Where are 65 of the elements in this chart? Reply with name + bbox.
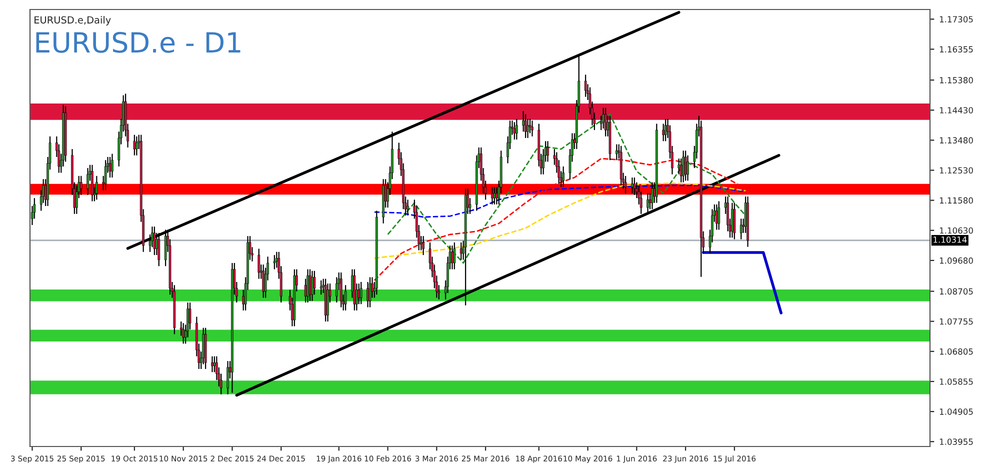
y-tick-label: 1.03955 — [940, 438, 973, 445]
candlestick — [406, 199, 409, 216]
y-tick-label: 1.14430 — [940, 107, 973, 114]
candlestick — [526, 118, 529, 139]
y-tick-label: 1.12530 — [940, 167, 973, 174]
y-tick-label: 1.15380 — [940, 77, 973, 84]
y-tick-label: 1.09680 — [940, 257, 973, 264]
candlestick — [95, 175, 98, 200]
candlestick — [546, 140, 549, 162]
y-tick-label: 1.17305 — [940, 16, 973, 22]
candlestick — [80, 175, 82, 196]
candlestick — [133, 134, 136, 156]
candlestick — [686, 154, 689, 182]
y-tick-label: 1.08705 — [940, 288, 973, 295]
candlestick — [662, 123, 665, 142]
y-tick-label: 1.13480 — [940, 137, 973, 144]
candlestick — [311, 270, 314, 302]
candlestick — [422, 236, 425, 256]
candlestick — [615, 144, 618, 161]
candlestick — [604, 107, 607, 137]
candlestick — [226, 360, 229, 395]
candlestick — [273, 254, 276, 270]
candlestick — [684, 150, 687, 182]
candlestick — [308, 268, 312, 302]
candlestick — [91, 164, 94, 202]
candlestick — [491, 186, 494, 205]
candlestick — [631, 176, 634, 194]
candlestick — [451, 245, 454, 270]
candlestick — [335, 276, 338, 304]
y-tick-label: 1.06805 — [940, 348, 973, 355]
line-series — [374, 182, 746, 259]
candlestick — [740, 218, 742, 240]
candlestick — [682, 150, 685, 183]
candlestick — [531, 120, 534, 137]
candlestick — [493, 186, 496, 205]
candlestick — [460, 242, 462, 260]
candlestick — [258, 248, 260, 280]
candlestick — [733, 202, 736, 240]
y-tick-label: 1.04905 — [940, 408, 973, 415]
candlestick — [562, 166, 565, 188]
text: EURUSD.e,Daily — [34, 16, 111, 26]
candlestick — [524, 114, 527, 139]
candlestick — [104, 160, 107, 191]
candlestick — [135, 136, 138, 156]
candlestick — [111, 153, 114, 178]
text: EURUSD.e - D1 — [36, 32, 240, 53]
candlestick — [646, 192, 649, 214]
candlestick — [651, 182, 654, 210]
candlestick — [182, 322, 185, 344]
y-tick-label: 1.11580 — [940, 197, 973, 204]
candlestick — [718, 200, 720, 230]
candlestick — [360, 281, 362, 305]
candlestick — [262, 264, 265, 298]
candlestick — [528, 118, 532, 134]
candlestick — [624, 175, 627, 194]
candlestick — [368, 276, 372, 308]
y-tick-label: 1.10630 — [940, 227, 973, 234]
ref-line-label: 1.10314 — [934, 236, 967, 243]
y-tick-label: 1.05855 — [940, 378, 973, 385]
y-tick-label: 1.16355 — [940, 46, 973, 52]
candlestick — [633, 176, 636, 196]
candlestick — [584, 74, 587, 98]
y-tick-label: 1.07755 — [940, 318, 973, 325]
candlestick — [86, 167, 89, 196]
candlestick — [515, 118, 518, 140]
